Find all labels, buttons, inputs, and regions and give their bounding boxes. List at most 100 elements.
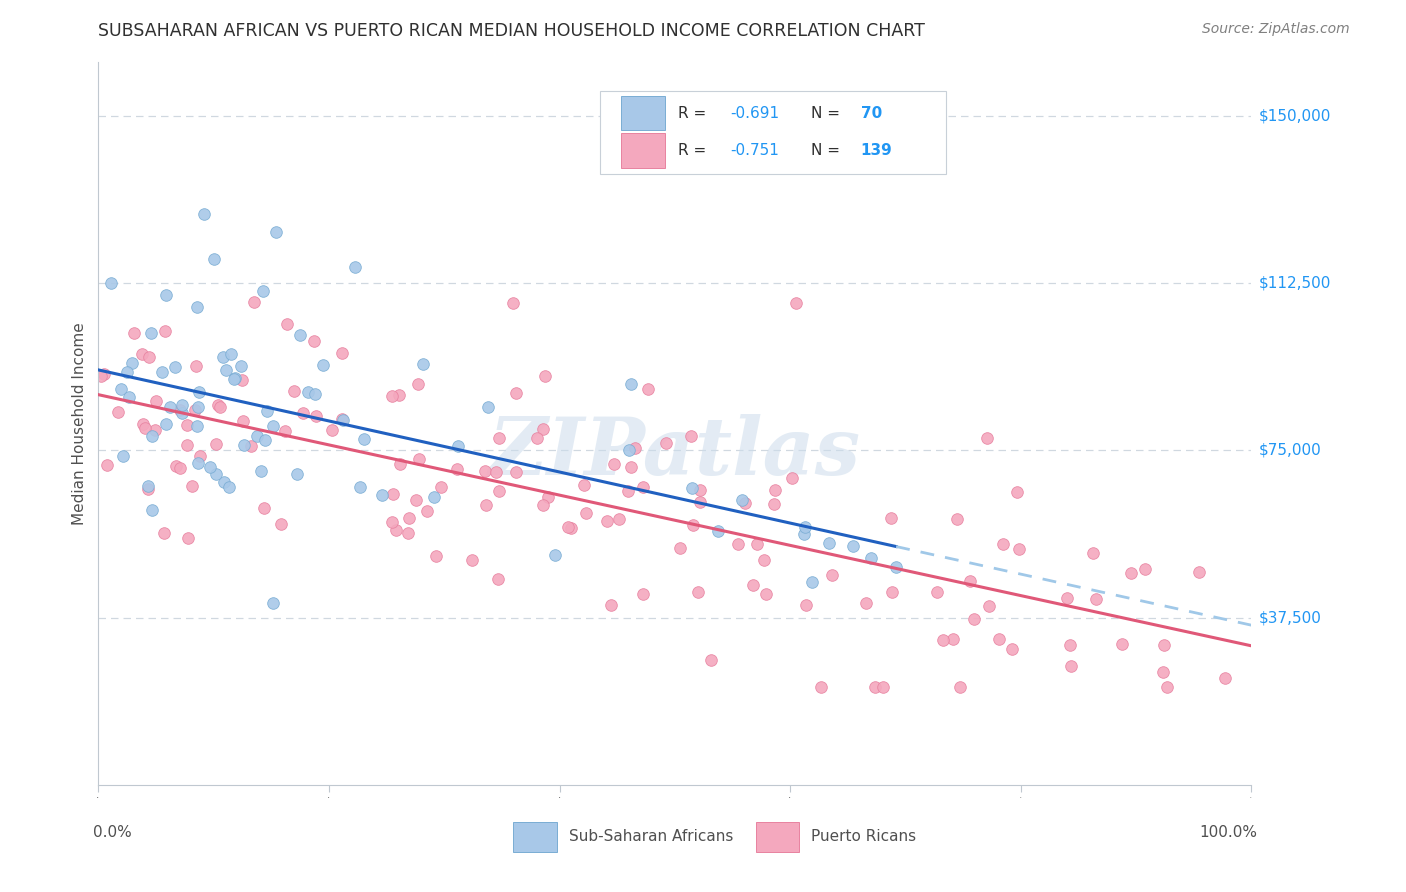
Point [534,368,557,383]
Point [222,372,245,386]
Point [531,498,554,512]
Point [231,373,253,387]
Point [505,466,527,480]
Point [727,536,749,550]
Point [136,478,159,492]
Point [620,459,643,474]
Point [187,401,209,415]
Point [253,501,276,516]
Point [243,295,266,310]
Point [486,572,509,586]
Point [755,587,778,601]
Point [574,478,596,492]
Point [1111,637,1133,651]
Point [412,357,434,371]
Point [689,495,711,509]
Point [188,449,211,463]
Point [785,296,807,310]
Point [371,488,394,502]
Point [1188,565,1211,579]
Point [381,389,404,403]
Point [229,359,252,373]
Point [603,457,626,471]
Text: 139: 139 [860,143,893,158]
Point [262,596,284,610]
Point [793,519,815,533]
Point [256,404,278,418]
Point [186,418,208,433]
Point [946,512,969,526]
Point [115,365,138,379]
Point [387,388,409,402]
Point [1060,659,1083,673]
Point [270,517,292,532]
Point [557,520,579,534]
Bar [620,133,665,168]
Point [949,680,972,694]
Bar [513,822,557,852]
Point [159,400,181,414]
Point [155,324,177,338]
Point [942,632,965,646]
Point [607,512,630,526]
Point [979,599,1001,613]
Point [669,541,692,556]
Point [145,393,167,408]
Point [165,459,187,474]
Point [330,411,353,425]
Point [707,524,730,538]
Text: 0.0%: 0.0% [93,825,131,839]
Point [544,548,567,562]
Point [221,347,243,361]
Text: -0.751: -0.751 [730,143,779,158]
Point [734,496,756,510]
Text: SUBSAHARAN AFRICAN VS PUERTO RICAN MEDIAN HOUSEHOLD INCOME CORRELATION CHART: SUBSAHARAN AFRICAN VS PUERTO RICAN MEDIA… [98,22,925,40]
Point [1005,485,1028,500]
Point [741,577,763,591]
Point [93,368,115,382]
Point [959,574,981,588]
Point [138,351,160,365]
Point [780,471,803,485]
Point [332,413,354,427]
Point [600,598,623,612]
Point [207,398,229,412]
Point [184,403,207,417]
Point [863,680,886,694]
Text: R =: R = [678,143,711,158]
Point [353,432,375,446]
Point [932,633,955,648]
Point [184,359,207,373]
Point [165,359,187,374]
Point [155,287,177,301]
Point [205,467,228,482]
Point [143,423,166,437]
Point [882,584,904,599]
Point [107,405,129,419]
Point [700,652,723,666]
Point [988,632,1011,646]
Point [1001,642,1024,657]
Point [132,417,155,431]
Point [232,414,254,428]
Text: -0.691: -0.691 [730,105,779,120]
Point [224,371,246,385]
Point [291,406,314,420]
Text: N =: N = [811,143,845,158]
Point [423,490,446,504]
Point [429,480,451,494]
Point [131,346,153,360]
Point [169,403,191,417]
Point [262,419,284,434]
Point [1152,665,1174,680]
Point [631,480,654,494]
Point [209,400,232,414]
Point [1008,542,1031,557]
Point [655,435,678,450]
Bar [620,95,665,130]
Text: Source: ZipAtlas.com: Source: ZipAtlas.com [1202,22,1350,37]
Point [172,398,194,412]
Point [1156,680,1178,694]
Point [1056,591,1078,606]
Point [477,401,499,415]
